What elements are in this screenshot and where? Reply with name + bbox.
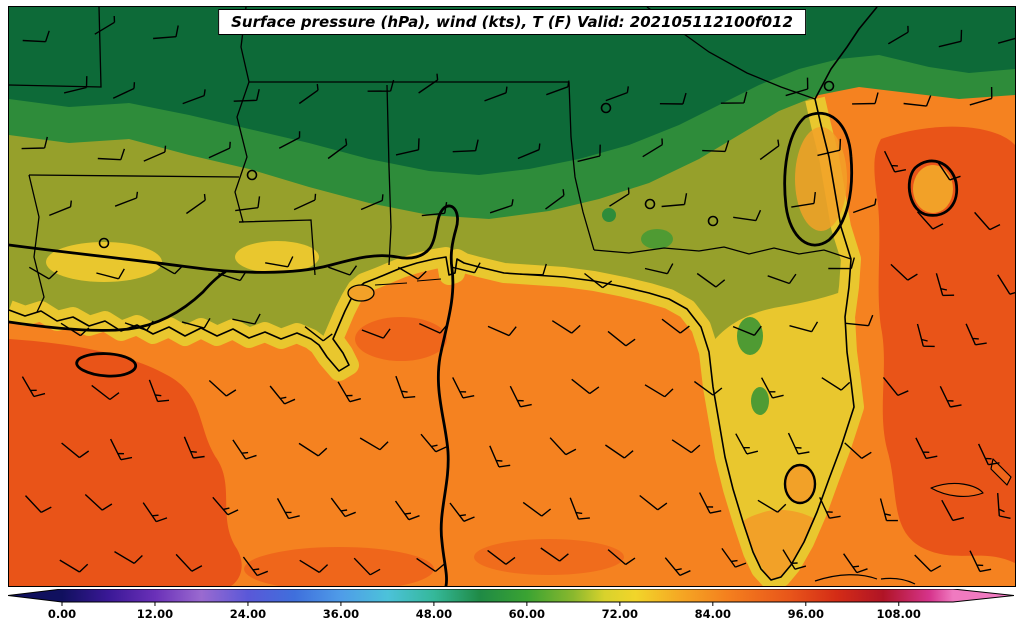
lake-pontchartrain	[347, 284, 375, 302]
coastline	[9, 7, 1012, 585]
colorbar-tick-label: 84.00	[694, 607, 732, 621]
colorbar-tick-label: 108.00	[876, 607, 921, 621]
georgia-green-patch	[641, 229, 673, 249]
bahamas-island-1	[930, 482, 984, 498]
florida-south-warm-tip	[743, 509, 815, 580]
gulf-bottom-streak-1	[244, 547, 434, 586]
delta-east-hot-patch	[355, 317, 447, 361]
colorbar-gradient-body	[62, 589, 953, 602]
pressure-contour-closed-georgia	[783, 111, 853, 247]
map-canvas	[9, 7, 1015, 586]
lake-okeechobee	[783, 463, 817, 505]
colorbar-tick-label: 36.00	[322, 607, 360, 621]
wind-barbs	[21, 15, 1015, 577]
map-title: Surface pressure (hPa), wind (kts), T (F…	[218, 9, 806, 35]
georgia-green-dot	[602, 208, 616, 222]
colorbar	[7, 588, 1015, 607]
pressure-contour-louisiana	[9, 270, 227, 332]
gulf-atlantic-coastline	[9, 7, 878, 581]
mississippi-river-border	[234, 7, 250, 223]
colorbar-tick-labels: 0.00 12.00 24.00 36.00 48.00 60.00 72.00 84.00 9…	[8, 607, 1014, 625]
pressure-contour-closed-offshore	[907, 159, 959, 217]
arkansas-louisiana-border	[28, 174, 240, 178]
colorbar-tick-label: 0.00	[47, 607, 77, 621]
pressure-contours	[9, 111, 959, 586]
band-dark-green	[9, 7, 1015, 175]
colorbar-ticks	[61, 602, 900, 606]
calm-wind-circles	[98, 80, 835, 249]
west-gulf-hot-pool	[9, 339, 242, 586]
mississippi-alabama-border	[386, 84, 392, 266]
colorbar-tick-label: 72.00	[601, 607, 639, 621]
florida-green-patch-central	[751, 387, 769, 415]
colorbar-right-arrow	[953, 589, 1014, 602]
colorbar-tick-label: 96.00	[787, 607, 824, 621]
georgia-florida-border	[593, 246, 852, 260]
colorbar-left-arrow	[8, 589, 62, 602]
pressure-contour-gulf-trough	[9, 204, 459, 586]
colorbar-tick-label: 24.00	[229, 607, 267, 621]
louisiana-mississippi-border	[238, 219, 316, 276]
oklahoma-texas-lines	[9, 7, 102, 88]
alabama-georgia-border	[568, 81, 595, 251]
florida-keys	[814, 574, 916, 585]
yellow-pocket-east	[235, 241, 319, 273]
offshore-warm-eddy	[913, 165, 953, 213]
gulf-bottom-streak-2	[474, 539, 624, 575]
weather-map-figure: Surface pressure (hPa), wind (kts), T (F…	[8, 6, 1016, 587]
bahamas-island-2	[990, 458, 1012, 486]
barrier-islands	[374, 278, 442, 286]
colorbar-tick-label: 12.00	[136, 607, 174, 621]
colorbar-tick-label: 60.00	[508, 607, 546, 621]
florida-yellow-interior	[709, 289, 854, 580]
pressure-contour-closed-coastal-low	[75, 352, 137, 378]
texas-louisiana-border	[28, 174, 45, 313]
atlantic-hot-pool	[874, 126, 1015, 564]
colorbar-tick-label: 48.00	[415, 607, 453, 621]
florida-green-patch-north	[737, 317, 763, 355]
